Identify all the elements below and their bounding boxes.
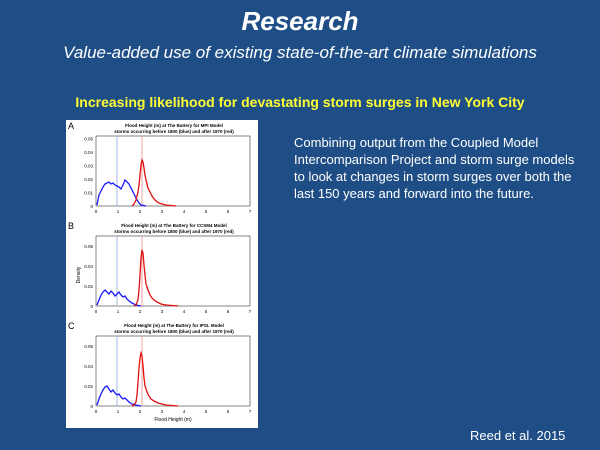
panel-b-red-curve [133, 249, 179, 307]
panel-c-xtick: 6 [227, 409, 230, 414]
panel-a-axes [95, 135, 251, 207]
panel-b-blue-curve [96, 289, 142, 307]
panel-c-xtick: 3 [161, 409, 164, 414]
panel-a-blue-curve [96, 178, 147, 207]
panel-a: A Flood Height (m) at The Battery for MP… [68, 121, 252, 214]
panel-b-xtick: 7 [249, 309, 252, 314]
panel-b-xtick: 5 [205, 309, 208, 314]
panel-a-ytick: 0.01 [84, 191, 93, 196]
panel-a-xtick: 0 [95, 209, 98, 214]
panel-c-ytick: 0 [90, 404, 93, 409]
panel-b: B Flood Height (m) at The Battery for CC… [68, 221, 252, 314]
panel-c-red-curve [131, 350, 179, 407]
panel-c-ytick: 0.02 [84, 384, 93, 389]
panel-c-xlabel: Flood Height (m) [154, 417, 192, 423]
panel-a-xtick: 2 [139, 209, 142, 214]
panel-a-ytick: 0.05 [84, 137, 93, 142]
slide-body-text: Combining output from the Coupled Model … [294, 135, 575, 201]
slide-title: Research [241, 6, 359, 36]
panel-b-ytick: 0.06 [84, 244, 93, 249]
panel-b-ytick: 0 [90, 304, 93, 309]
panel-c-xtick: 1 [117, 409, 120, 414]
panel-c-xtick: 0 [95, 409, 98, 414]
panel-a-letter: A [68, 121, 74, 131]
panel-b-xtick: 1 [117, 309, 120, 314]
figure-svg: A Flood Height (m) at The Battery for MP… [68, 121, 252, 423]
panel-a-title-line2: storms occurring before 1800 (blue) and … [114, 129, 234, 134]
panel-a-title-line1: Flood Height (m) at The Battery for MPI … [125, 123, 223, 128]
panel-a-xtick: 6 [227, 209, 230, 214]
flood-height-figure: A Flood Height (m) at The Battery for MP… [66, 120, 258, 428]
panel-b-xtick: 3 [161, 309, 164, 314]
panel-a-xtick: 5 [205, 209, 208, 214]
panel-c-xtick: 2 [139, 409, 142, 414]
slide-headline: Increasing likelihood for devastating st… [75, 94, 525, 110]
panel-c-title-line1: Flood Height (m) at The Battery for IPSL… [124, 323, 224, 328]
panel-c: C Flood Height (m) at The Battery for IP… [68, 321, 252, 423]
panel-b-ytick: 0.04 [84, 264, 93, 269]
panel-c-ytick: 0.04 [84, 364, 93, 369]
panel-b-xtick: 4 [183, 309, 186, 314]
panel-c-axes [95, 335, 251, 407]
panel-b-ytick: 0.02 [84, 284, 93, 289]
panel-c-xtick: 7 [249, 409, 252, 414]
panel-b-xtick: 0 [95, 309, 98, 314]
panel-a-xtick: 4 [183, 209, 186, 214]
panel-b-xtick: 2 [139, 309, 142, 314]
panel-c-ytick: 0.06 [84, 344, 93, 349]
panel-a-ytick: 0 [90, 204, 93, 209]
panel-a-xtick: 3 [161, 209, 164, 214]
slide-citation: Reed et al. 2015 [470, 428, 566, 443]
panel-a-xtick: 7 [249, 209, 252, 214]
panel-c-xtick: 5 [205, 409, 208, 414]
panel-b-title-line2: storms occurring before 1800 (blue) and … [114, 229, 234, 234]
panel-b-xtick: 6 [227, 309, 230, 314]
panel-c-blue-curve [96, 385, 142, 407]
panel-c-xtick: 4 [183, 409, 186, 414]
panel-b-axes [95, 235, 251, 307]
panel-c-title-line2: storms occurring before 1800 (blue) and … [114, 329, 234, 334]
panel-c-letter: C [68, 321, 75, 331]
panel-b-ylabel: Density [76, 266, 82, 283]
panel-b-title-line1: Flood Height (m) at The Battery for CCSM… [121, 223, 227, 228]
panel-a-ytick: 0.04 [84, 150, 93, 155]
slide-subtitle: Value-added use of existing state-of-the… [63, 43, 537, 62]
panel-a-xtick: 1 [117, 209, 120, 214]
panel-a-ytick: 0.02 [84, 177, 93, 182]
panel-a-red-curve [131, 158, 177, 207]
panel-a-ytick: 0.03 [84, 164, 93, 169]
panel-b-letter: B [68, 221, 74, 231]
